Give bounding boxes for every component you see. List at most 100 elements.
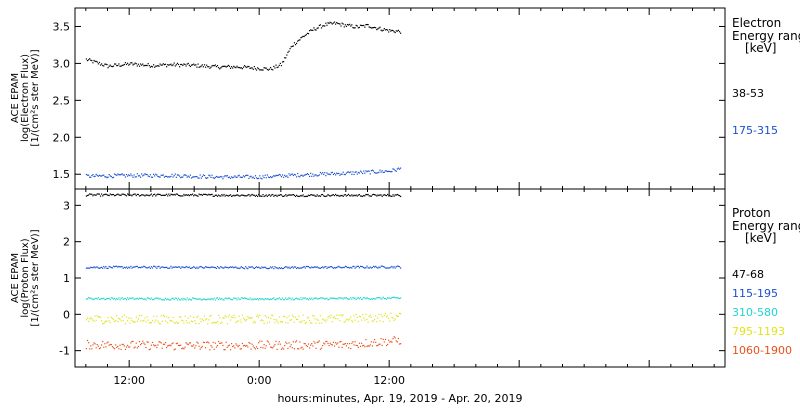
data-point [289,194,291,196]
data-point [121,316,123,318]
data-point [89,348,91,350]
data-point [192,345,194,347]
data-point [142,266,144,268]
data-point [266,298,268,300]
data-point [97,267,99,269]
data-point [274,175,276,177]
data-point [119,174,121,176]
data-point [241,194,244,196]
data-point [342,314,344,316]
legend-entry: 795-1193 [732,325,785,338]
data-point [210,194,212,196]
data-point [89,193,91,195]
data-point [110,343,112,346]
data-point [393,31,395,33]
data-point [387,297,389,299]
data-point [155,297,157,299]
data-point [157,297,159,299]
data-point [90,317,92,319]
data-point [228,65,231,67]
data-point [108,344,110,346]
data-point [378,194,380,197]
data-point [125,299,128,301]
legend-entry: 175-315 [732,124,778,137]
data-point [91,318,93,320]
data-point [272,314,274,317]
legend-title-line: Energy ranges [732,29,800,43]
data-point [301,174,303,176]
data-point [354,297,356,299]
data-point [140,176,142,178]
data-point [237,320,239,322]
data-point [302,35,304,37]
data-point [350,348,352,350]
data-point [225,341,227,343]
data-point [255,69,258,71]
data-point [169,344,171,346]
data-point [197,342,199,344]
data-point [323,25,325,27]
data-point [391,29,393,31]
data-point [253,177,255,179]
data-point [184,315,186,317]
data-point [93,266,95,268]
data-point [234,347,236,349]
data-point [188,342,190,344]
data-point [312,299,314,301]
data-point [353,297,355,299]
data-point [400,313,402,315]
data-point [319,297,322,299]
data-point [358,342,361,344]
data-point [369,173,371,175]
plot-marks: 1.52.02.53.03.538-53175-315-1012347-6811… [53,8,792,387]
data-point [264,298,266,300]
data-point [86,194,89,197]
data-point [389,297,391,299]
data-point [333,21,336,23]
data-point [91,174,93,177]
data-point [222,344,224,347]
data-point [366,318,368,321]
data-point [160,174,162,176]
data-point [251,193,253,196]
data-point [263,176,265,179]
data-point [198,298,200,300]
data-point [141,173,143,175]
data-point [261,195,263,197]
data-point [251,343,253,345]
data-point [359,170,362,172]
data-point [115,299,117,301]
data-point [361,171,363,173]
data-point [136,320,138,323]
data-point [109,343,111,346]
data-point [175,266,177,268]
data-point [208,66,210,68]
data-point [216,297,219,299]
y-tick-label: 3.0 [53,57,71,70]
data-point [207,194,209,196]
data-point [231,266,233,268]
data-point [107,67,109,69]
data-point [397,315,400,317]
data-point [379,343,381,345]
data-point [105,265,107,268]
data-point [318,267,320,269]
data-point [189,299,192,301]
data-point [247,346,249,348]
data-point [144,266,146,268]
data-point [132,297,134,299]
data-point [393,319,395,321]
data-point [330,297,332,299]
data-point [220,195,222,197]
data-point [250,67,252,69]
data-point [353,173,355,176]
data-point [207,266,209,269]
data-point [219,176,221,178]
data-point [349,298,351,300]
legend-title-line: Energy ranges [732,219,800,233]
data-point [145,346,147,349]
data-point [298,348,300,350]
data-point [265,194,267,196]
data-point [349,343,351,345]
data-point [315,195,317,197]
